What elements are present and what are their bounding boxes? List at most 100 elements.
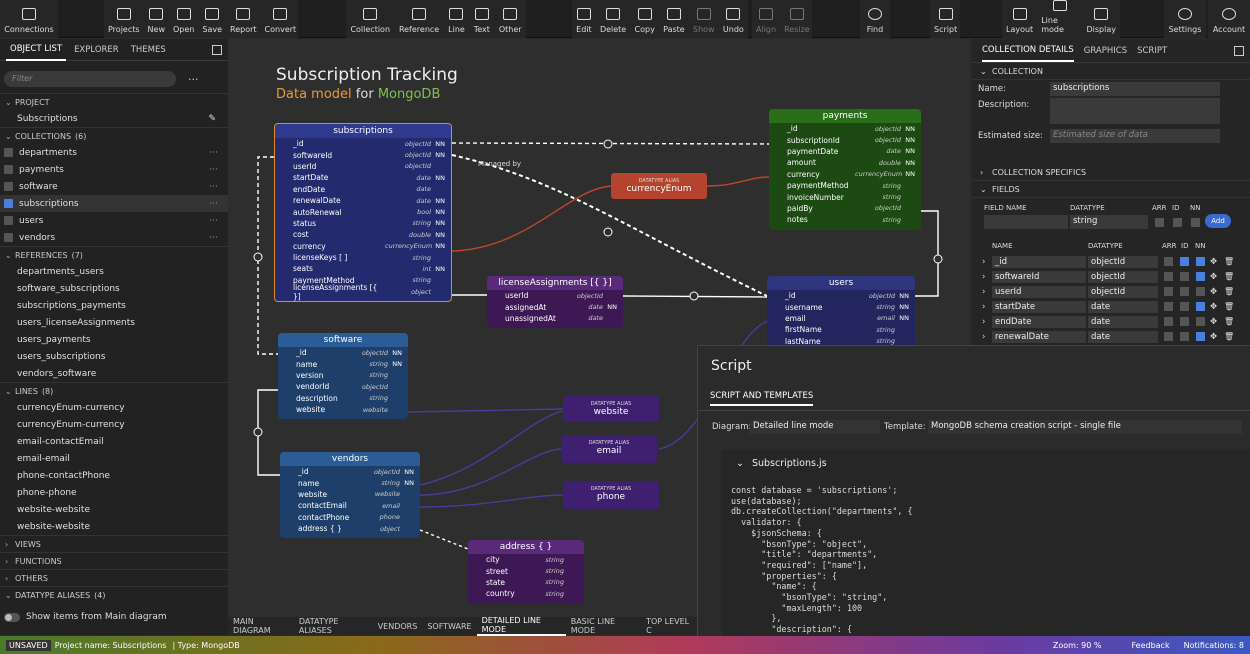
file-header[interactable]: ⌄ Subscriptions.js — [736, 458, 827, 469]
checkbox-icon[interactable] — [1164, 287, 1173, 296]
checkbox-icon[interactable] — [1180, 272, 1189, 281]
field-row[interactable]: contactEmail email — [280, 500, 420, 511]
entity-header[interactable]: address { } — [468, 540, 584, 554]
chevron-right-icon[interactable]: › — [982, 271, 986, 282]
delete-button[interactable]: Delete — [596, 0, 630, 34]
trash-icon[interactable]: 🗑 — [1224, 302, 1235, 311]
more-icon[interactable]: ··· — [209, 198, 218, 209]
checkbox-icon[interactable] — [1164, 272, 1173, 281]
checkbox-icon[interactable] — [4, 182, 13, 191]
trash-icon[interactable]: 🗑 — [1224, 272, 1235, 281]
more-icon[interactable]: ··· — [209, 147, 218, 158]
entity-payments[interactable]: payments _id objectId NN subscriptionId objec… — [769, 109, 921, 230]
field-row[interactable]: userId objectId — [487, 290, 623, 301]
chevron-right-icon[interactable]: › — [982, 331, 986, 342]
field-row[interactable]: website website — [280, 489, 420, 500]
checkbox-icon[interactable] — [1180, 287, 1189, 296]
field-table-row[interactable]: › _id objectId ✥ 🗑 — [972, 254, 1250, 269]
field-row[interactable]: city string — [468, 554, 584, 565]
display-button[interactable]: Display — [1083, 0, 1121, 34]
field-row[interactable]: address { } object — [280, 523, 420, 534]
new-button[interactable]: New — [144, 0, 169, 34]
line-button[interactable]: Line — [444, 0, 469, 34]
panel-toggle-icon[interactable] — [1234, 45, 1244, 56]
tab-collection-details[interactable]: COLLECTION DETAILS — [982, 40, 1074, 62]
reference-item[interactable]: departments_users — [0, 263, 228, 280]
save-button[interactable]: Save — [198, 0, 226, 34]
trash-icon[interactable]: 🗑 — [1224, 257, 1235, 266]
move-icon[interactable]: ✥ — [1210, 271, 1218, 282]
field-row[interactable]: autoRenewal bool NN — [275, 206, 451, 217]
settings-button[interactable]: Settings — [1165, 0, 1206, 34]
field-row[interactable]: vendorId objectId — [278, 381, 408, 392]
collection-item[interactable]: users ··· — [0, 212, 228, 229]
field-row[interactable]: paidBy objectId — [769, 203, 921, 214]
more-icon[interactable]: ··· — [209, 215, 218, 226]
line-item[interactable]: email-email — [0, 450, 228, 467]
new-nn-checkbox[interactable] — [1191, 218, 1200, 227]
collection-item[interactable]: software ··· — [0, 178, 228, 195]
reference-item[interactable]: users_payments — [0, 331, 228, 348]
more-icon[interactable]: ··· — [209, 232, 218, 243]
collection-item[interactable]: departments ··· — [0, 144, 228, 161]
description-input[interactable] — [1050, 98, 1220, 124]
checkbox-icon[interactable] — [1180, 317, 1189, 326]
checkbox-icon[interactable] — [4, 199, 13, 208]
more-icon[interactable]: ··· — [188, 72, 199, 86]
resize-button[interactable]: Resize — [780, 0, 814, 34]
edit-icon[interactable]: ✎ — [208, 113, 216, 124]
fields-section[interactable]: ⌄ FIELDS — [972, 181, 1250, 198]
field-row[interactable]: street string — [468, 565, 584, 576]
notifications[interactable]: Notifications: 8 — [1183, 640, 1244, 650]
field-table-row[interactable]: › startDate date ✥ 🗑 — [972, 299, 1250, 314]
diagram-tab[interactable]: SOFTWARE — [427, 621, 472, 631]
checkbox-icon[interactable] — [1180, 302, 1189, 311]
line-item[interactable]: website-website — [0, 501, 228, 518]
account-button[interactable]: Account — [1209, 0, 1249, 34]
diagram-select[interactable]: Detailed line mode — [750, 420, 880, 434]
line-mode-button[interactable]: Line mode — [1037, 0, 1082, 34]
field-row[interactable]: paymentMethod string — [769, 180, 921, 191]
collection-section[interactable]: ⌄ COLLECTION — [972, 63, 1250, 80]
more-icon[interactable]: ··· — [209, 181, 218, 192]
field-type-cell[interactable]: date — [1088, 315, 1158, 328]
entity-header[interactable]: licenseAssignments [{ }] — [487, 276, 623, 290]
field-row[interactable]: status string NN — [275, 218, 451, 229]
line-item[interactable]: phone-contactPhone — [0, 467, 228, 484]
toggle-switch-icon[interactable] — [4, 612, 20, 622]
script-code[interactable]: const database = 'subscriptions'; use(dat… — [731, 485, 913, 635]
field-row[interactable]: userId objectId — [275, 161, 451, 172]
field-row[interactable]: endDate date — [275, 184, 451, 195]
collection-item[interactable]: subscriptions ··· — [0, 195, 228, 212]
field-row[interactable]: notes string — [769, 214, 921, 225]
views-section[interactable]: › VIEWS — [0, 535, 228, 552]
move-icon[interactable]: ✥ — [1210, 286, 1218, 297]
field-row[interactable]: subscriptionId objectId NN — [769, 134, 921, 145]
alias-website[interactable]: DATATYPE ALIAS website — [563, 396, 659, 422]
diagram-tab[interactable]: BASIC LINE MODE — [570, 617, 616, 635]
diagram-tab[interactable]: TOP LEVEL C — [646, 617, 690, 635]
align-button[interactable]: Align — [752, 0, 780, 34]
checkbox-icon[interactable] — [4, 165, 13, 174]
chevron-right-icon[interactable]: › — [982, 286, 986, 297]
trash-icon[interactable]: 🗑 — [1224, 332, 1235, 341]
field-row[interactable]: name string NN — [278, 358, 408, 369]
estimated-size-input[interactable]: Estimated size of data — [1050, 129, 1220, 143]
text-button[interactable]: Text — [470, 0, 494, 34]
chevron-right-icon[interactable]: › — [982, 256, 986, 267]
entity-header[interactable]: users — [767, 276, 915, 290]
show-button[interactable]: Show — [689, 0, 719, 34]
diagram-tab[interactable]: DATATYPE ALIASES — [298, 617, 339, 635]
entity-header[interactable]: software — [278, 333, 408, 347]
reference-item[interactable]: software_subscriptions — [0, 280, 228, 297]
feedback-link[interactable]: Feedback — [1131, 640, 1170, 650]
field-table-row[interactable]: › endDate date ✥ 🗑 — [972, 314, 1250, 329]
chevron-right-icon[interactable]: › — [982, 316, 986, 327]
show-items-toggle[interactable]: Show items from Main diagram — [4, 612, 167, 622]
field-row[interactable]: unassignedAt date — [487, 313, 623, 324]
field-row[interactable]: _id objectId NN — [767, 290, 915, 301]
checkbox-icon[interactable] — [1196, 332, 1205, 341]
field-row[interactable]: seats int NN — [275, 263, 451, 274]
reference-item[interactable]: vendors_software — [0, 365, 228, 382]
panel-toggle-icon[interactable] — [212, 44, 222, 55]
